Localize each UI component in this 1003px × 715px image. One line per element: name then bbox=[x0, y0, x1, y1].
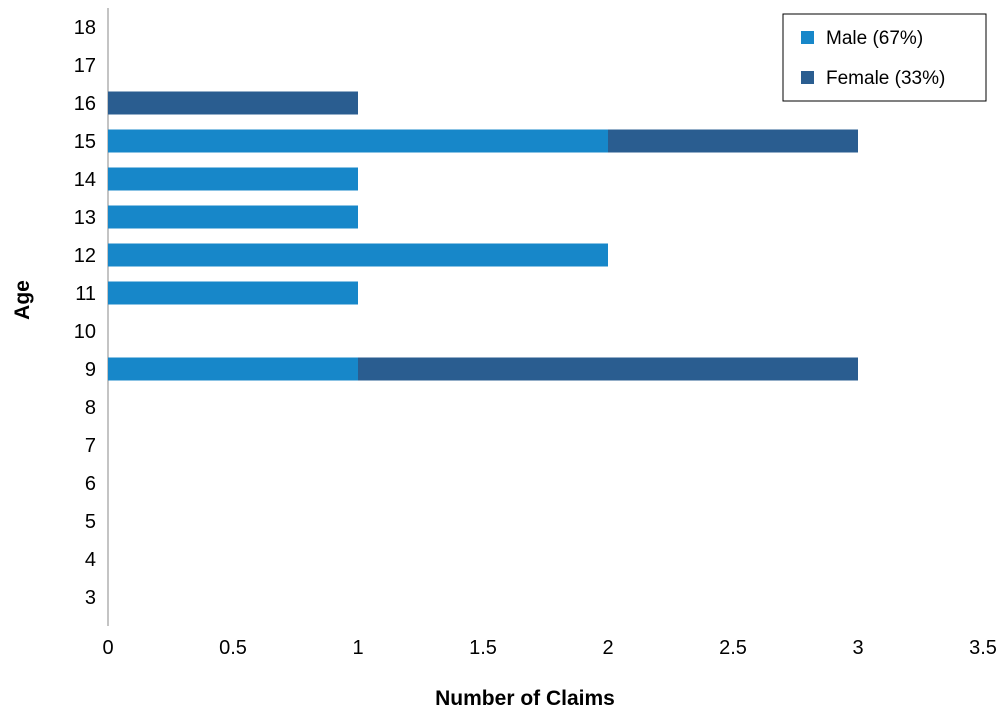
bar-male-age-15 bbox=[108, 129, 608, 153]
legend: Male (67%) Female (33%) bbox=[782, 13, 987, 102]
bar-male-age-12 bbox=[108, 243, 608, 267]
y-tick-label: 8 bbox=[85, 397, 96, 419]
bar-male-age-11 bbox=[108, 281, 358, 305]
y-tick-label: 14 bbox=[74, 169, 96, 191]
legend-label-female: Female (33%) bbox=[826, 68, 945, 89]
bar-female-age-15 bbox=[608, 129, 858, 153]
x-tick-label: 0.5 bbox=[219, 637, 247, 659]
x-tick-label: 2 bbox=[602, 637, 613, 659]
x-axis-title: Number of Claims bbox=[435, 687, 615, 710]
y-tick-label: 7 bbox=[85, 435, 96, 457]
y-tick-label: 6 bbox=[85, 473, 96, 495]
legend-swatch-male bbox=[801, 31, 814, 44]
y-tick-label: 4 bbox=[85, 549, 96, 571]
bar-female-age-9 bbox=[358, 357, 858, 381]
y-tick-label: 15 bbox=[74, 131, 96, 153]
y-tick-labels: 3 4 5 6 7 8 9 10 11 12 13 14 15 16 17 18 bbox=[74, 17, 96, 609]
y-tick-label: 12 bbox=[74, 245, 96, 267]
y-tick-label: 10 bbox=[74, 321, 96, 343]
y-tick-label: 5 bbox=[85, 511, 96, 533]
x-tick-label: 2.5 bbox=[719, 637, 747, 659]
y-tick-label: 9 bbox=[85, 359, 96, 381]
y-tick-label: 17 bbox=[74, 55, 96, 77]
y-tick-label: 13 bbox=[74, 207, 96, 229]
y-tick-label: 11 bbox=[75, 283, 96, 305]
x-tick-label: 3 bbox=[852, 637, 863, 659]
x-tick-label: 1 bbox=[352, 637, 363, 659]
x-tick-label: 1.5 bbox=[469, 637, 497, 659]
bar-male-age-9 bbox=[108, 357, 358, 381]
x-tick-label: 3.5 bbox=[969, 637, 997, 659]
x-tick-labels: 0 0.5 1 1.5 2 2.5 3 3.5 bbox=[102, 637, 996, 659]
legend-swatch-female bbox=[801, 71, 814, 84]
bars bbox=[108, 91, 858, 381]
legend-box bbox=[782, 13, 987, 102]
y-tick-label: 16 bbox=[74, 93, 96, 115]
x-tick-label: 0 bbox=[102, 637, 113, 659]
bar-male-age-14 bbox=[108, 167, 358, 191]
bar-male-age-13 bbox=[108, 205, 358, 229]
bar-female-age-16 bbox=[108, 91, 358, 115]
y-tick-label: 3 bbox=[85, 587, 96, 609]
y-tick-label: 18 bbox=[74, 17, 96, 39]
legend-label-male: Male (67%) bbox=[826, 28, 923, 49]
y-axis-title: Age bbox=[11, 280, 34, 320]
